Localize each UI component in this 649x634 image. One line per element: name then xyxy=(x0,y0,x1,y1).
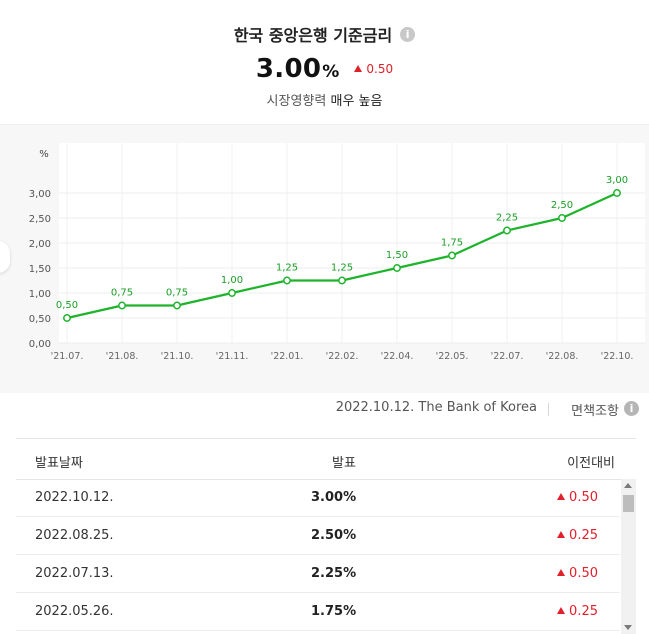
data-point xyxy=(118,301,126,310)
scroll-down-arrow-icon[interactable] xyxy=(624,625,632,630)
y-tick-label: 2,00 xyxy=(29,239,51,250)
row-previous-value: 0.50 xyxy=(569,490,598,505)
up-triangle-icon xyxy=(354,65,363,72)
source-divider xyxy=(548,403,549,416)
data-label: 1,25 xyxy=(331,263,353,274)
row-announcement: 2.25% xyxy=(311,566,357,581)
row-previous-value: 0.25 xyxy=(569,528,598,543)
rate-change: 0.50 xyxy=(354,62,393,76)
rate-unit: % xyxy=(322,62,340,82)
y-tick-label: 0,00 xyxy=(29,339,51,350)
influence-level: 매우 높음 xyxy=(330,94,383,109)
data-label: 1,00 xyxy=(221,275,243,286)
x-tick-label: '21.10. xyxy=(161,351,194,362)
table-body[interactable]: 2022.10.12. 3.00% 0.50 2022.08.25. 2.50%… xyxy=(16,479,620,634)
data-point xyxy=(173,301,181,310)
source-text: 2022.10.12. The Bank of Korea xyxy=(335,400,537,415)
row-date: 2022.10.12. xyxy=(35,490,114,505)
y-tick-label: 0,50 xyxy=(29,314,51,325)
row-previous: 0.25 xyxy=(557,604,598,619)
page-title: 한국 중앙은행 기준금리 xyxy=(233,26,393,45)
table-row: 2022.10.12. 3.00% 0.50 xyxy=(16,479,620,517)
table-row: 2022.08.25. 2.50% 0.25 xyxy=(16,517,620,555)
header: 한국 중앙은행 기준금리 i 3.00% 0.50 시장영향력 매우 높음 xyxy=(0,0,649,124)
data-point xyxy=(558,214,566,222)
x-tick-label: '21.11. xyxy=(216,351,249,362)
row-date: 2022.05.26. xyxy=(35,604,114,619)
data-point xyxy=(393,264,401,272)
data-label: 1,75 xyxy=(441,238,463,249)
data-point xyxy=(338,276,346,285)
up-triangle-icon xyxy=(557,531,566,538)
row-announcement: 2.50% xyxy=(311,528,357,543)
x-tick-label: '22.10. xyxy=(601,351,634,362)
up-triangle-icon xyxy=(557,569,566,576)
data-label: 3,00 xyxy=(606,175,628,186)
disclaimer-link[interactable]: 면책조항 xyxy=(571,404,619,419)
chart-scroll-left-button[interactable] xyxy=(0,241,10,273)
table-header: 발표날짜 발표 이전대비 xyxy=(16,438,636,480)
x-tick-label: '22.07. xyxy=(491,351,524,362)
table-row: 2022.07.13. 2.25% 0.50 xyxy=(16,555,620,593)
data-point xyxy=(63,314,71,322)
row-previous-value: 0.25 xyxy=(569,604,598,619)
scroll-up-arrow-icon[interactable] xyxy=(624,483,632,488)
data-point xyxy=(448,251,456,260)
scroll-thumb[interactable] xyxy=(623,495,634,512)
row-date: 2022.08.25. xyxy=(35,528,114,543)
disclaimer-info-icon[interactable]: i xyxy=(624,401,639,416)
row-previous: 0.25 xyxy=(557,528,598,543)
rate-change-value: 0.50 xyxy=(366,62,394,76)
data-label: 2,25 xyxy=(496,213,518,224)
rate-value-row: 3.00% 0.50 xyxy=(0,54,649,84)
data-label: 0,75 xyxy=(111,288,133,299)
title-row: 한국 중앙은행 기준금리 i xyxy=(0,22,649,46)
announcement-table: 발표날짜 발표 이전대비 2022.10.12. 3.00% 0.50 2022… xyxy=(16,438,636,634)
row-announcement: 1.75% xyxy=(311,604,357,619)
table-row: 2022.05.26. 1.75% 0.25 xyxy=(16,593,620,631)
x-tick-label: '22.08. xyxy=(546,351,579,362)
data-label: 1,50 xyxy=(386,250,408,261)
row-date: 2022.07.13. xyxy=(35,566,114,581)
source-row: 2022.10.12. The Bank of Korea 면책조항 i xyxy=(0,400,649,420)
influence-label: 시장영향력 xyxy=(266,94,327,109)
chart-area: 0,00 0,50 1,00 1,50 2,00 2,50 3,00 '21.07. '21.0… xyxy=(0,124,649,393)
info-icon[interactable]: i xyxy=(400,27,416,42)
row-announcement: 3.00% xyxy=(311,490,357,505)
x-tick-label: '22.04. xyxy=(381,351,414,362)
y-tick-label: 1,00 xyxy=(29,289,51,300)
data-label: 2,50 xyxy=(551,200,573,211)
data-label: 0,50 xyxy=(56,300,78,311)
up-triangle-icon xyxy=(557,607,566,614)
table-scrollbar[interactable] xyxy=(621,479,636,634)
x-tick-label: '21.08. xyxy=(106,351,139,362)
x-tick-label: '22.02. xyxy=(326,351,359,362)
header-date: 발표날짜 xyxy=(35,456,83,471)
row-previous: 0.50 xyxy=(557,566,598,581)
x-tick-label: '22.01. xyxy=(271,351,304,362)
x-tick-label: '22.05. xyxy=(436,351,469,362)
rate-line-chart: 0,00 0,50 1,00 1,50 2,00 2,50 3,00 '21.07. '21.0… xyxy=(29,143,645,362)
y-tick-label: 2,50 xyxy=(29,214,51,225)
data-point xyxy=(228,289,236,297)
row-previous-value: 0.50 xyxy=(569,566,598,581)
y-tick-label: 3,00 xyxy=(29,189,51,200)
row-previous: 0.50 xyxy=(557,490,598,505)
rate-value: 3.00 xyxy=(255,54,322,84)
header-previous: 이전대비 xyxy=(567,456,615,471)
market-influence: 시장영향력 매우 높음 xyxy=(0,90,649,109)
up-triangle-icon xyxy=(557,493,566,500)
data-point xyxy=(283,276,291,285)
data-point xyxy=(613,189,621,197)
y-tick-label: 1,50 xyxy=(29,264,51,275)
y-axis-unit-label: % xyxy=(39,149,49,160)
data-label: 1,25 xyxy=(276,263,298,274)
data-point xyxy=(503,226,511,235)
header-announcement: 발표 xyxy=(332,456,356,471)
data-label: 0,75 xyxy=(166,288,188,299)
x-tick-label: '21.07. xyxy=(51,351,84,362)
